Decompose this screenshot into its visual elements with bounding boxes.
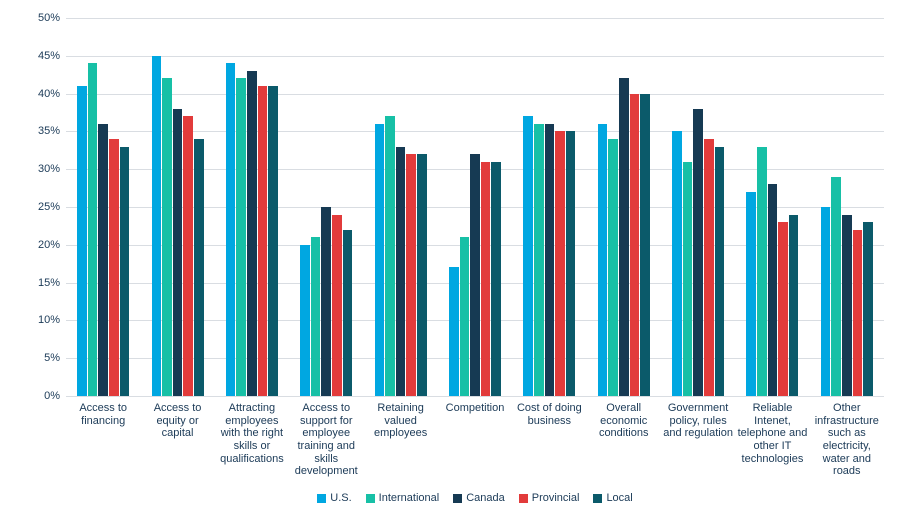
bar: [545, 124, 555, 396]
grouped-bar-chart: 0% 5% 10% 15% 20% 25% 30% 35% 40% 45% 50% Access t…: [0, 0, 900, 521]
bar: [406, 154, 416, 396]
x-tick-label: Retaining valued employees: [363, 402, 437, 440]
legend: U.S. International Canada Provincial Local: [66, 492, 884, 504]
y-tick-label: 5%: [44, 352, 66, 364]
bar: [534, 124, 544, 396]
bar: [77, 86, 87, 396]
bar: [173, 109, 183, 396]
x-tick-label: Overall economic conditions: [587, 402, 661, 440]
bar: [608, 139, 618, 396]
bar: [194, 139, 204, 396]
bar: [375, 124, 385, 396]
bar: [470, 154, 480, 396]
legend-item: Local: [593, 492, 632, 504]
bar: [258, 86, 268, 396]
bar: [236, 78, 246, 396]
bar: [821, 207, 831, 396]
y-tick-label: 25%: [38, 201, 66, 213]
bar: [88, 63, 98, 396]
x-tick-label: Access to equity or capital: [140, 402, 214, 440]
bar: [863, 222, 873, 396]
bar: [630, 94, 640, 396]
legend-swatch: [366, 494, 375, 503]
bar: [460, 237, 470, 396]
y-tick-label: 40%: [38, 88, 66, 100]
legend-item: International: [366, 492, 440, 504]
x-tick-label: Competition: [438, 402, 512, 415]
bar: [300, 245, 310, 396]
bar: [853, 230, 863, 396]
x-tick-label: Other infrastructure such as electricity…: [810, 402, 884, 478]
bar: [109, 139, 119, 396]
gridline: [66, 396, 884, 397]
bar: [162, 78, 172, 396]
x-tick-label: Government policy, rules and regulation: [661, 402, 735, 440]
y-tick-label: 15%: [38, 277, 66, 289]
y-tick-label: 45%: [38, 50, 66, 62]
bar: [98, 124, 108, 396]
bar: [247, 71, 257, 396]
bar: [746, 192, 756, 396]
legend-item: Provincial: [519, 492, 580, 504]
legend-swatch: [593, 494, 602, 503]
y-tick-label: 35%: [38, 125, 66, 137]
bar: [183, 116, 193, 396]
y-tick-label: 30%: [38, 163, 66, 175]
plot-area: 0%5%10%15%20%25%30%35%40%45%50% Access t…: [66, 18, 884, 396]
legend-label: Canada: [466, 492, 505, 504]
bar: [385, 116, 395, 396]
bar: [778, 222, 788, 396]
bar: [598, 124, 608, 396]
x-tick-label: Access to financing: [66, 402, 140, 427]
bars-layer: [66, 18, 884, 396]
y-tick-label: 20%: [38, 239, 66, 251]
bar: [757, 147, 767, 396]
legend-label: U.S.: [330, 492, 351, 504]
bar: [789, 215, 799, 396]
bar: [715, 147, 725, 396]
bar: [704, 139, 714, 396]
bar: [268, 86, 278, 396]
bar: [226, 63, 236, 396]
bar: [396, 147, 406, 396]
bar: [768, 184, 778, 396]
bar: [831, 177, 841, 396]
bar: [693, 109, 703, 396]
bar: [842, 215, 852, 396]
bar: [343, 230, 353, 396]
y-tick-label: 0%: [44, 390, 66, 402]
bar: [523, 116, 533, 396]
bar: [672, 131, 682, 396]
x-tick-label: Attracting employees with the right skil…: [215, 402, 289, 465]
x-tick-label: Cost of doing business: [512, 402, 586, 427]
legend-item: Canada: [453, 492, 505, 504]
y-tick-label: 10%: [38, 314, 66, 326]
bar: [619, 78, 629, 396]
bar: [321, 207, 331, 396]
legend-swatch: [453, 494, 462, 503]
bar: [555, 131, 565, 396]
legend-label: Local: [606, 492, 632, 504]
bar: [120, 147, 130, 396]
bar: [417, 154, 427, 396]
x-tick-label: Access to support for employee training …: [289, 402, 363, 478]
bar: [491, 162, 501, 396]
y-tick-label: 50%: [38, 12, 66, 24]
legend-swatch: [317, 494, 326, 503]
bar: [481, 162, 491, 396]
bar: [152, 56, 162, 396]
bar: [566, 131, 576, 396]
legend-swatch: [519, 494, 528, 503]
legend-label: Provincial: [532, 492, 580, 504]
bar: [449, 267, 459, 396]
legend-label: International: [379, 492, 440, 504]
bar: [683, 162, 693, 396]
legend-item: U.S.: [317, 492, 351, 504]
bar: [332, 215, 342, 396]
bar: [311, 237, 321, 396]
x-tick-label: Reliable Intenet, telephone and other IT…: [735, 402, 809, 465]
bar: [640, 94, 650, 396]
